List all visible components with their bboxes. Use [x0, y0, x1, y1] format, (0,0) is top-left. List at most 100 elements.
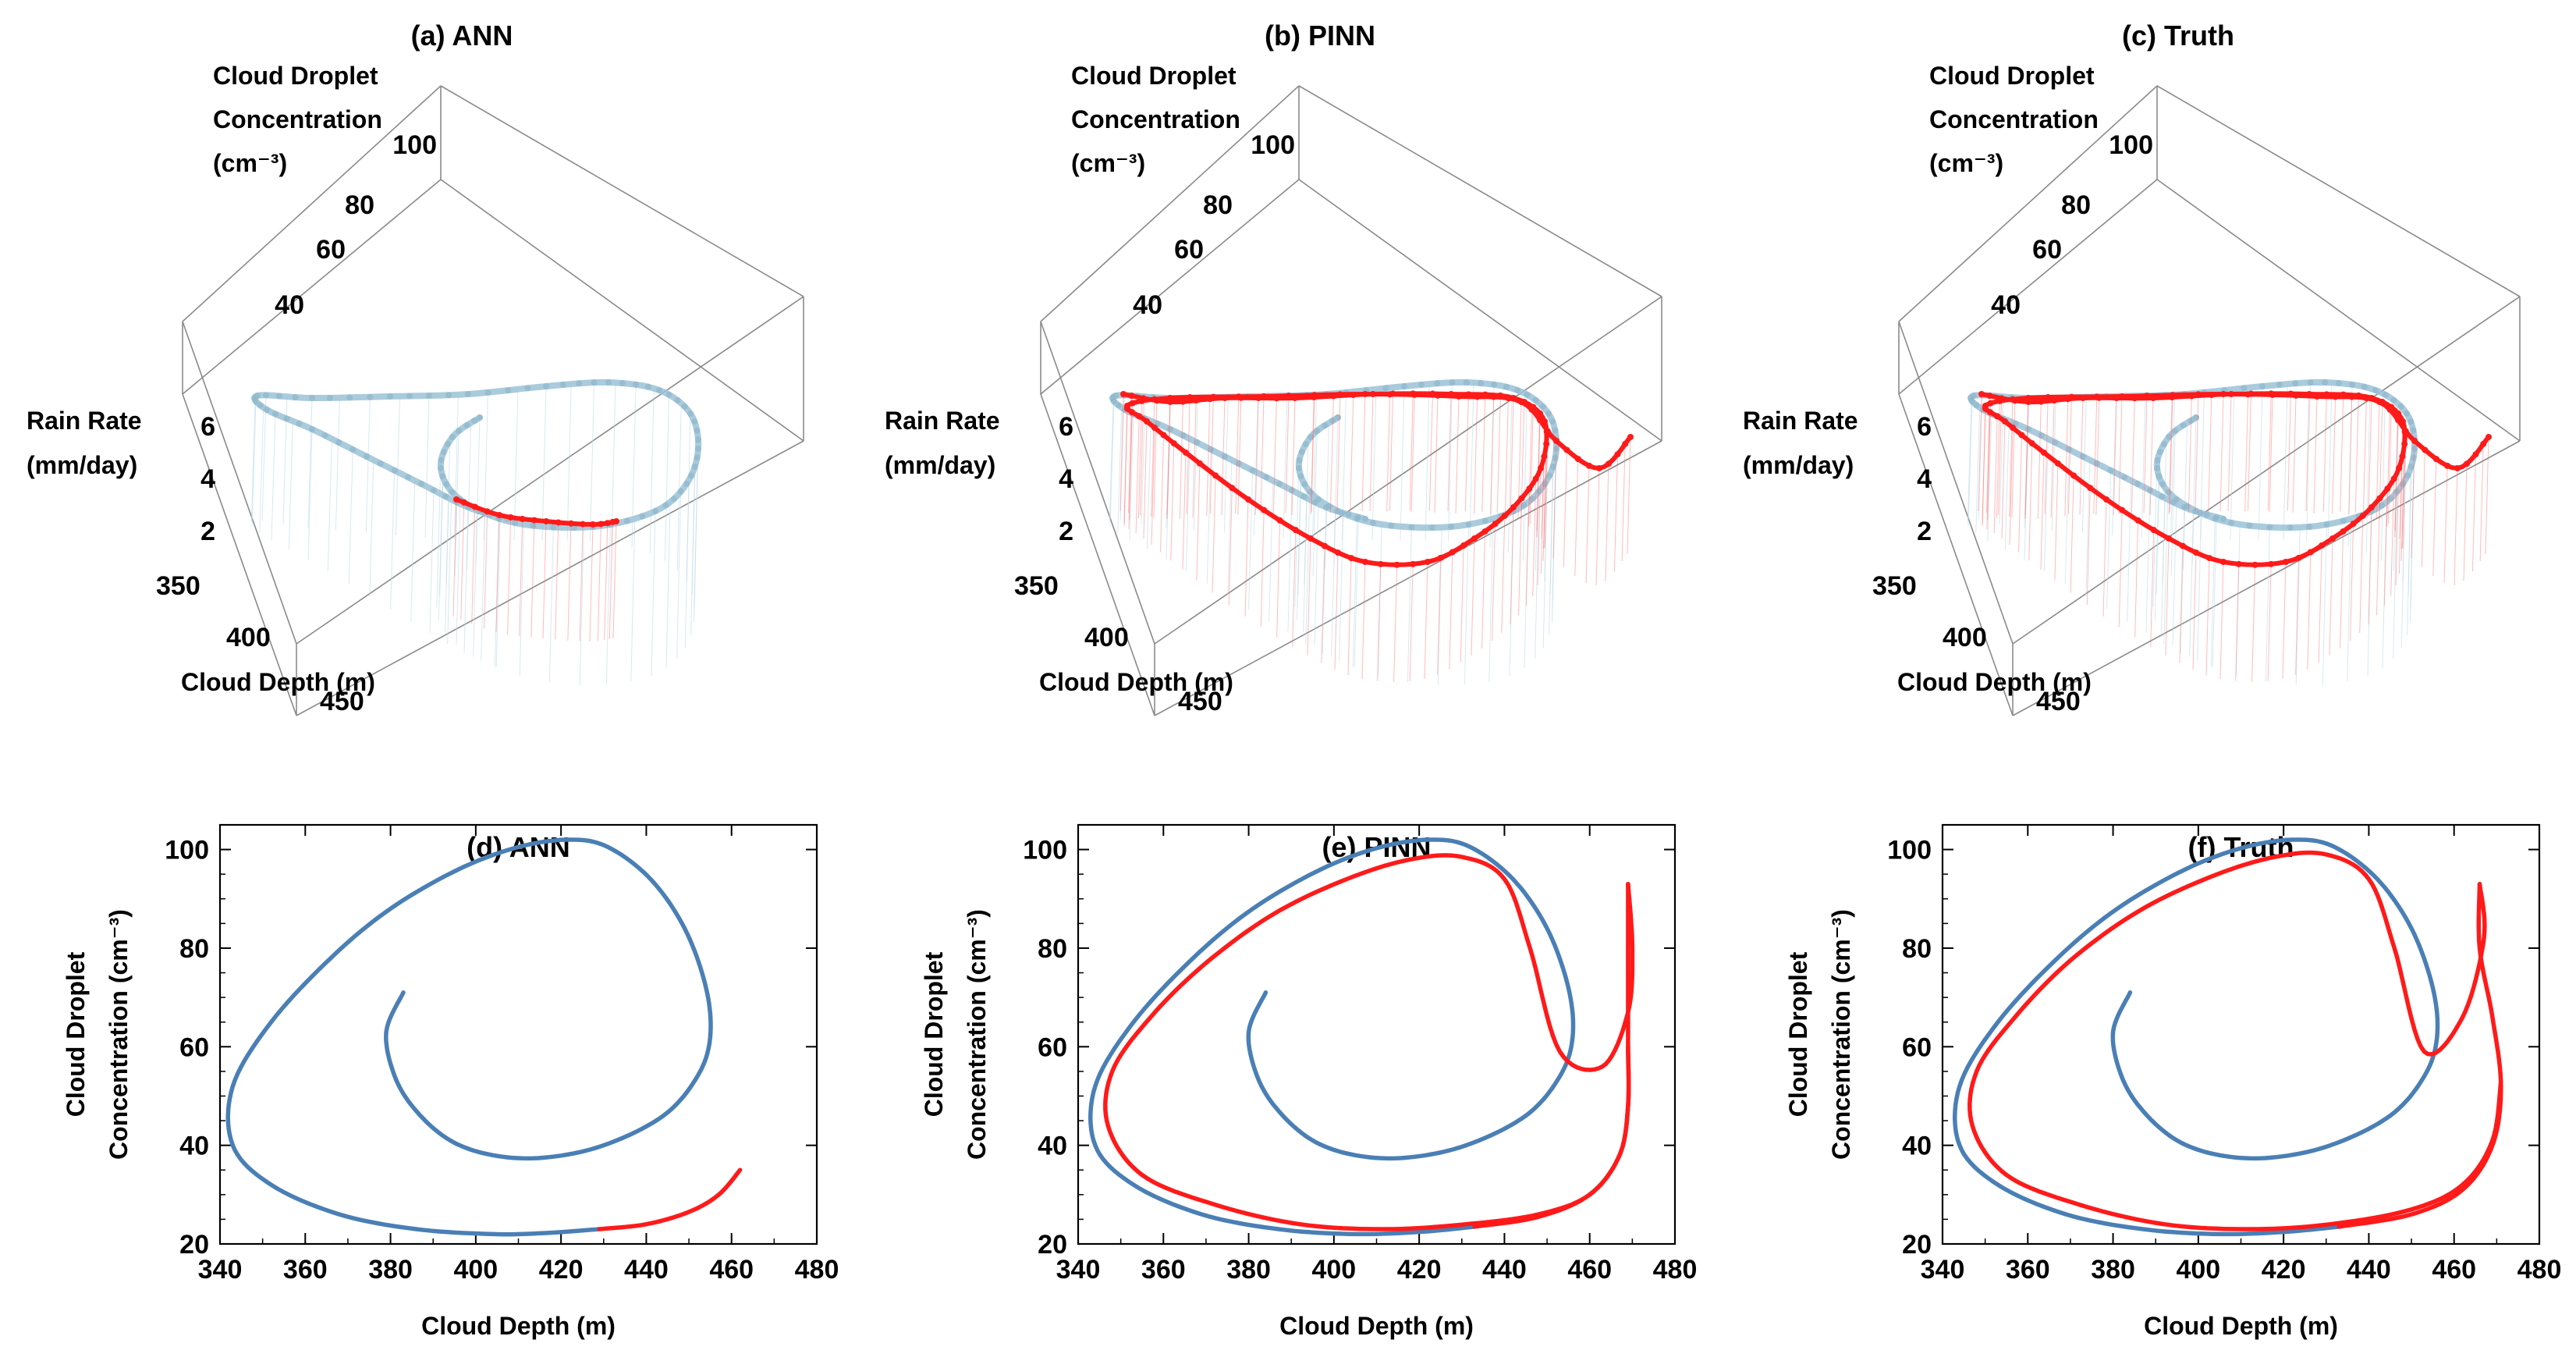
history-point	[694, 427, 701, 434]
drop-line	[2307, 552, 2312, 670]
drop-line	[541, 386, 547, 541]
prediction-point	[1460, 542, 1467, 549]
z-tick-label: 40	[1133, 290, 1162, 320]
prediction-point	[2432, 456, 2439, 463]
drop-line	[1151, 399, 1155, 517]
prediction-point	[1335, 549, 1341, 556]
history-point	[1208, 446, 1215, 453]
prediction-point	[1321, 542, 1328, 549]
y-axis-label-line: Rain Rate	[885, 407, 1000, 435]
y-tick-label: 4	[200, 464, 215, 494]
drop-line	[2192, 553, 2197, 670]
drop-line	[1574, 459, 1579, 577]
history-point	[2228, 520, 2234, 526]
drop-line	[327, 439, 332, 571]
history-point	[296, 420, 303, 427]
prediction-point	[484, 508, 491, 515]
history-point	[477, 414, 483, 421]
history-point	[671, 496, 678, 503]
prediction-point	[1481, 391, 1488, 398]
history-point	[364, 453, 370, 460]
history-point	[2203, 511, 2210, 518]
x-tick-label: 360	[2006, 1255, 2050, 1285]
history-point	[406, 393, 413, 400]
drop-line	[1437, 527, 1442, 685]
drop-line	[1312, 394, 1317, 540]
drop-line	[2180, 506, 2185, 654]
drop-line	[1260, 396, 1265, 514]
prediction-point	[1497, 392, 1504, 399]
prediction-point	[2045, 393, 2052, 400]
drop-line	[1119, 393, 1124, 512]
z-axis-label-line: Concentration	[1071, 105, 1240, 133]
panel-title: (b) PINN	[1265, 20, 1375, 52]
drop-line	[605, 524, 611, 685]
drop-line	[2024, 401, 2029, 520]
drop-line	[2292, 395, 2297, 513]
drop-line	[519, 518, 523, 637]
history-point	[463, 422, 470, 428]
drop-line	[2485, 436, 2489, 555]
drop-line	[1627, 436, 1631, 555]
prediction-point	[1982, 403, 1989, 409]
history-point	[2121, 474, 2128, 481]
drop-line	[513, 389, 519, 541]
history-drop-lines	[250, 382, 699, 685]
prediction-point	[598, 521, 605, 528]
x-tick-label: 400	[1943, 623, 1987, 652]
history-point	[1524, 391, 1531, 398]
history-point	[694, 436, 701, 443]
drop-line	[2170, 394, 2175, 540]
prediction-point	[2166, 535, 2172, 542]
drop-line	[2051, 397, 2056, 531]
drop-line	[609, 521, 613, 639]
x-tick-label: 450	[1178, 687, 1222, 716]
history-point	[1491, 381, 1497, 388]
z-tick-label: 80	[1203, 190, 1233, 220]
drop-line	[1986, 396, 1991, 513]
history-point	[2156, 449, 2163, 456]
x-tick-label: 380	[368, 1255, 413, 1285]
history-point	[292, 394, 299, 401]
x-tick-label: 380	[2091, 1255, 2135, 1285]
box-edge	[1898, 321, 2014, 645]
prediction-point	[1410, 560, 1417, 567]
drop-line	[2362, 398, 2367, 516]
x-tick-label: 460	[2432, 1255, 2476, 1285]
prediction-point	[2293, 392, 2300, 399]
box-edge	[2012, 296, 2521, 645]
drop-line	[2368, 397, 2372, 516]
drop-line	[365, 396, 371, 534]
prediction-point	[2268, 560, 2275, 567]
y-tick-label: 100	[1023, 836, 1067, 865]
y-tick-label: 20	[179, 1230, 209, 1260]
prediction-point	[1501, 512, 1508, 519]
prediction-point	[2134, 517, 2141, 524]
drop-line	[631, 384, 637, 548]
history-point	[1481, 517, 1488, 524]
prediction-point	[1996, 397, 2003, 404]
drop-line	[1377, 563, 1382, 681]
prediction-point	[1456, 393, 1462, 400]
y-tick-label: 60	[1038, 1032, 1067, 1062]
prediction-point	[1986, 393, 1993, 400]
drop-line	[1151, 428, 1155, 545]
drop-line	[2267, 393, 2272, 511]
prediction-point	[1120, 391, 1127, 397]
history-point	[438, 457, 445, 464]
history-point	[1329, 418, 1336, 425]
drop-line	[2350, 524, 2354, 641]
x-tick-label: 350	[156, 571, 200, 601]
history-point	[1503, 383, 1510, 390]
history-point	[443, 481, 450, 488]
history-point	[442, 493, 449, 500]
history-point	[387, 393, 393, 400]
history-point	[2397, 403, 2404, 410]
z-axis-label-line: Cloud Droplet	[1929, 62, 2095, 90]
box-edge	[1898, 179, 2158, 395]
y-tick-label: 2	[1059, 517, 1073, 546]
prediction-point	[1987, 400, 1994, 407]
prediction-point	[1210, 393, 1217, 400]
history-point	[2220, 516, 2227, 522]
